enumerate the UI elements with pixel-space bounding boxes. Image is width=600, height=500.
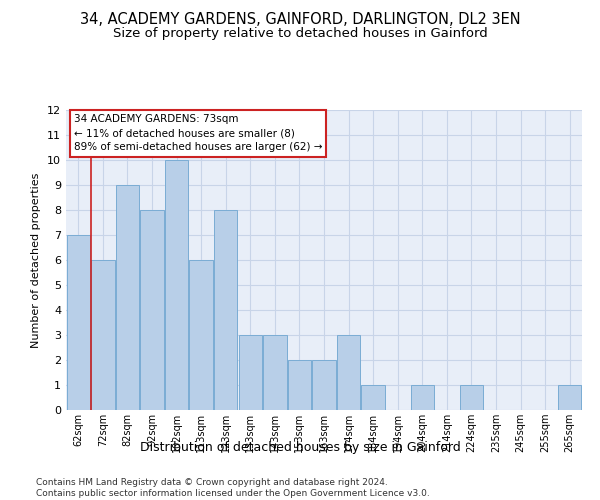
Text: Contains HM Land Registry data © Crown copyright and database right 2024.
Contai: Contains HM Land Registry data © Crown c…	[36, 478, 430, 498]
Text: Distribution of detached houses by size in Gainford: Distribution of detached houses by size …	[140, 441, 460, 454]
Bar	[67, 235, 90, 410]
Y-axis label: Number of detached properties: Number of detached properties	[31, 172, 41, 348]
Bar	[460, 385, 483, 410]
Bar	[337, 335, 360, 410]
Bar	[165, 160, 188, 410]
Bar	[313, 360, 335, 410]
Bar	[214, 210, 238, 410]
Bar	[410, 385, 434, 410]
Bar	[263, 335, 287, 410]
Text: Size of property relative to detached houses in Gainford: Size of property relative to detached ho…	[113, 28, 487, 40]
Bar	[116, 185, 139, 410]
Bar	[361, 385, 385, 410]
Bar	[91, 260, 115, 410]
Text: 34 ACADEMY GARDENS: 73sqm
← 11% of detached houses are smaller (8)
89% of semi-d: 34 ACADEMY GARDENS: 73sqm ← 11% of detac…	[74, 114, 322, 152]
Bar	[558, 385, 581, 410]
Bar	[140, 210, 164, 410]
Bar	[190, 260, 213, 410]
Bar	[288, 360, 311, 410]
Text: 34, ACADEMY GARDENS, GAINFORD, DARLINGTON, DL2 3EN: 34, ACADEMY GARDENS, GAINFORD, DARLINGTO…	[80, 12, 520, 28]
Bar	[239, 335, 262, 410]
